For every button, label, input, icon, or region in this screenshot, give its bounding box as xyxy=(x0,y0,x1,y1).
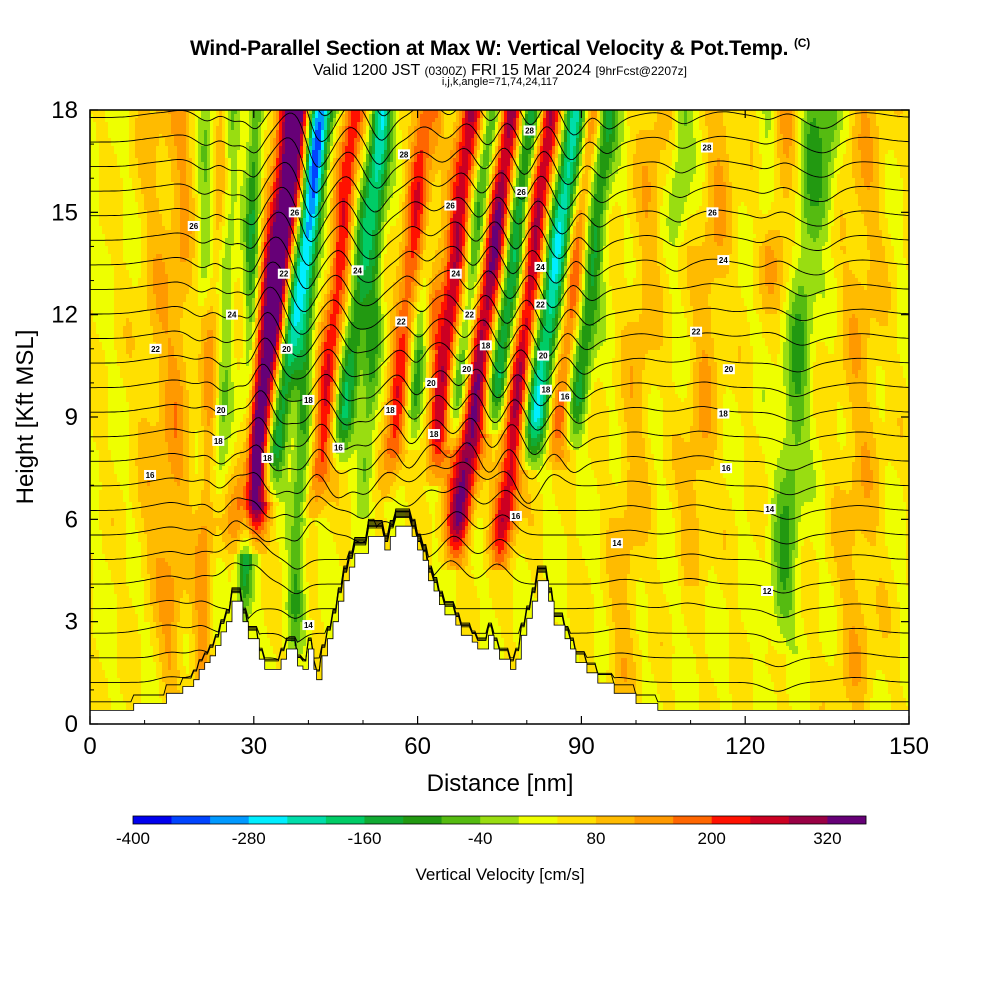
contour-label: 22 xyxy=(534,299,546,309)
contour-label: 28 xyxy=(524,125,536,135)
contour-label: 26 xyxy=(515,187,527,197)
x-tick-label: 60 xyxy=(404,733,431,760)
contour-label: 18 xyxy=(717,409,729,419)
x-axis-label: Distance [nm] xyxy=(427,770,574,797)
contour-label: 18 xyxy=(384,405,396,415)
colorbar: -400 -280 -160 -40 80 200 320 xyxy=(116,816,866,848)
contour-label: 28 xyxy=(398,149,410,159)
contour-label: 12 xyxy=(761,586,773,596)
contour-label: 22 xyxy=(150,344,162,354)
contour-label: 24 xyxy=(534,262,546,272)
contour-label: 24 xyxy=(226,310,238,320)
contour-label: 20 xyxy=(215,405,227,415)
colorbar-tick-label: 80 xyxy=(586,829,605,848)
contour-label: 14 xyxy=(302,620,314,630)
contour-label: 18 xyxy=(302,395,314,405)
contour-label: 14 xyxy=(764,504,776,514)
x-tick-label: 120 xyxy=(725,733,765,760)
contour-label: 16 xyxy=(332,443,344,453)
contour-label: 20 xyxy=(281,344,293,354)
contour-label: 14 xyxy=(611,538,623,548)
colorbar-swatch xyxy=(210,816,249,824)
colorbar-swatch xyxy=(442,816,481,824)
contour-label: 16 xyxy=(510,511,522,521)
contour-label: 26 xyxy=(188,221,200,231)
colorbar-tick-label: 200 xyxy=(697,829,725,848)
x-tick-label: 90 xyxy=(568,733,595,760)
x-tick-label: 150 xyxy=(889,733,929,760)
contour-label: 18 xyxy=(428,429,440,439)
y-axis-label: Height [Kft MSL] xyxy=(12,330,39,505)
contour-label: 18 xyxy=(540,385,552,395)
contour-label: 24 xyxy=(352,265,364,275)
colorbar-swatch xyxy=(249,816,288,824)
colorbar-swatch xyxy=(364,816,403,824)
contour-label: 22 xyxy=(395,316,407,326)
colorbar-swatch xyxy=(326,816,365,824)
colorbar-swatch xyxy=(712,816,751,824)
colorbar-swatch xyxy=(403,816,442,824)
contour-label: 16 xyxy=(720,463,732,473)
colorbar-swatch xyxy=(635,816,674,824)
x-tick-label: 0 xyxy=(83,733,96,760)
y-tick-label: 3 xyxy=(65,609,78,636)
contour-label: 20 xyxy=(461,364,473,374)
colorbar-swatch xyxy=(827,816,866,824)
colorbar-tick-label: -160 xyxy=(347,829,381,848)
contour-label: 18 xyxy=(480,340,492,350)
contour-label: 28 xyxy=(701,143,713,153)
x-tick-label: 30 xyxy=(240,733,267,760)
colorbar-tick-label: -400 xyxy=(116,829,150,848)
colorbar-tick-label: 320 xyxy=(813,829,841,848)
colorbar-swatch xyxy=(789,816,828,824)
contour-label: 20 xyxy=(425,378,437,388)
contour-label: 18 xyxy=(212,436,224,446)
contour-label: 16 xyxy=(144,470,156,480)
contour-label: 22 xyxy=(278,269,290,279)
colorbar-swatch xyxy=(287,816,326,824)
contour-label: 26 xyxy=(289,207,301,217)
y-tick-label: 18 xyxy=(51,97,78,124)
contour-label: 16 xyxy=(559,392,571,402)
colorbar-swatch xyxy=(480,816,519,824)
contour-label: 22 xyxy=(690,327,702,337)
contour-label: 18 xyxy=(261,453,273,463)
y-tick-label: 9 xyxy=(65,404,78,431)
colorbar-swatch xyxy=(133,816,172,824)
y-tick-label: 6 xyxy=(65,506,78,533)
contour-label: 26 xyxy=(706,207,718,217)
contour-label: 20 xyxy=(723,364,735,374)
colorbar-label: Vertical Velocity [cm/s] xyxy=(415,865,584,884)
colorbar-swatch xyxy=(596,816,635,824)
colorbar-swatch xyxy=(750,816,789,824)
colorbar-swatch xyxy=(557,816,596,824)
contour-label: 20 xyxy=(537,351,549,361)
colorbar-swatch xyxy=(519,816,558,824)
colorbar-swatch xyxy=(673,816,712,824)
contour-label: 24 xyxy=(717,255,729,265)
contour-label: 24 xyxy=(450,269,462,279)
colorbar-tick-label: -280 xyxy=(232,829,266,848)
y-tick-label: 15 xyxy=(51,199,78,226)
cross-section-chart: 26 24 22 20 18 16 26 22 20 18 18 24 22 16 18 14 28 26 24 22… xyxy=(0,0,1000,1000)
colorbar-swatch xyxy=(172,816,211,824)
colorbar-tick-label: -40 xyxy=(468,829,493,848)
vertical-velocity-field xyxy=(90,110,909,726)
isentrope-line xyxy=(90,64,912,116)
contour-label: 26 xyxy=(444,201,456,211)
y-tick-label: 12 xyxy=(51,302,78,329)
y-tick-label: 0 xyxy=(65,711,78,738)
contour-label: 22 xyxy=(463,310,475,320)
